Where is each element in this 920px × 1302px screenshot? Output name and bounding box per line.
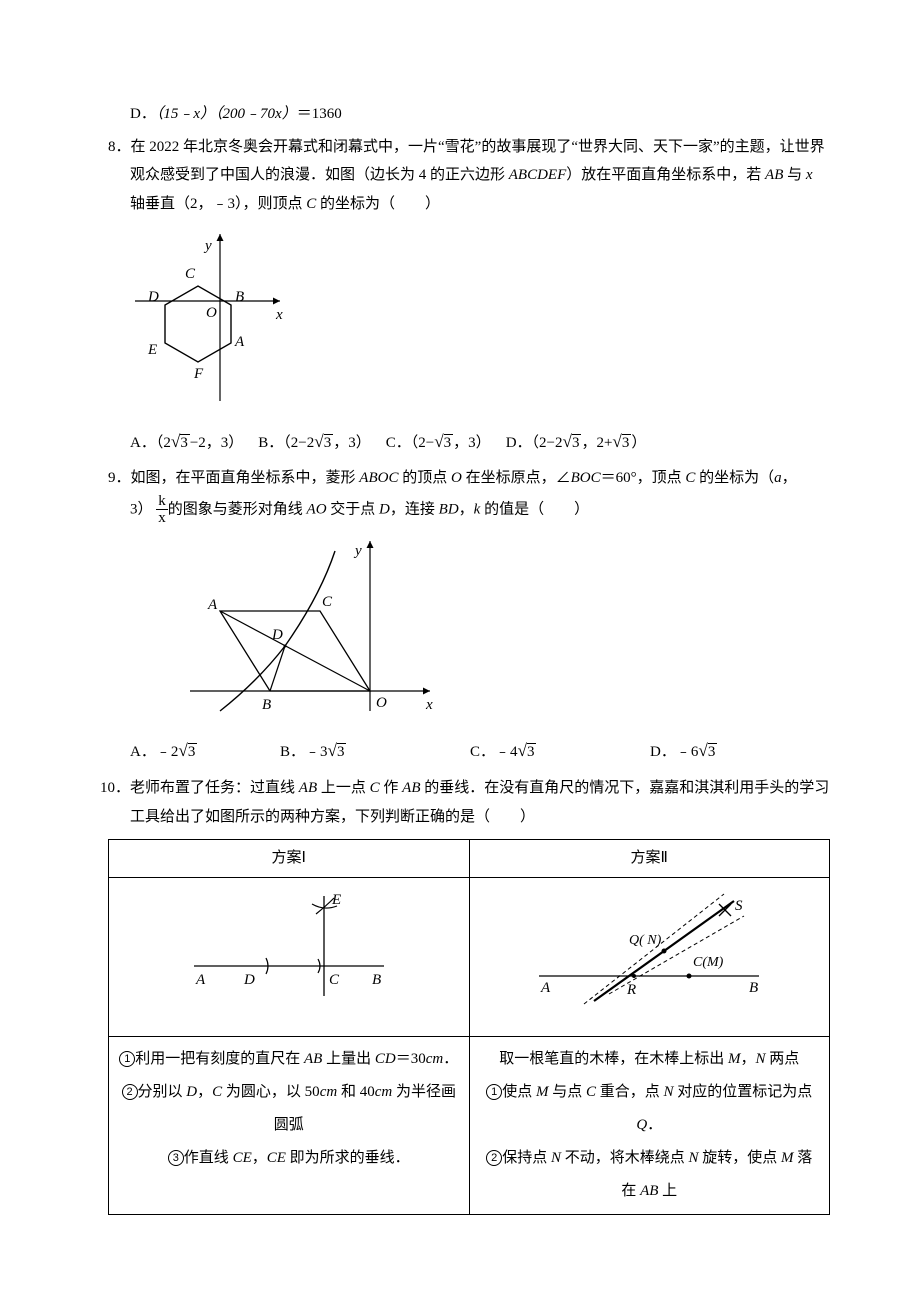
q9-figure: y x O A C B D bbox=[180, 531, 830, 732]
svg-text:S: S bbox=[735, 898, 743, 914]
svg-text:B: B bbox=[372, 972, 381, 988]
q8-stem: 8．在 2022 年北京冬奥会开幕式和闭幕式中，一片“雪花”的故事展现了“世界大… bbox=[90, 133, 830, 219]
svg-text:E: E bbox=[331, 892, 341, 908]
svg-text:x: x bbox=[425, 697, 433, 713]
svg-text:E: E bbox=[147, 342, 157, 358]
q10-table: 方案Ⅰ 方案Ⅱ A D C B E bbox=[108, 839, 830, 1215]
scheme1-steps: 1利用一把有刻度的直尺在 AB 上量出 CD＝30cm． 2分别以 D，C 为圆… bbox=[109, 1037, 470, 1215]
scheme2-steps: 取一根笔直的木棒，在木棒上标出 M，N 两点 1使点 M 与点 C 重合，点 N… bbox=[469, 1037, 830, 1215]
svg-text:C: C bbox=[322, 594, 333, 610]
svg-text:O: O bbox=[376, 695, 387, 711]
svg-text:C(M): C(M) bbox=[693, 955, 724, 970]
svg-text:B: B bbox=[749, 980, 758, 996]
label-y: y bbox=[203, 238, 212, 254]
svg-text:C: C bbox=[185, 266, 196, 282]
svg-text:A: A bbox=[234, 334, 245, 350]
scheme1-figure: A D C B E bbox=[109, 877, 470, 1037]
scheme2-title: 方案Ⅱ bbox=[469, 840, 830, 878]
svg-text:y: y bbox=[353, 543, 362, 559]
label-x: x bbox=[275, 307, 283, 323]
scheme1-title: 方案Ⅰ bbox=[109, 840, 470, 878]
svg-text:D: D bbox=[243, 972, 255, 988]
svg-text:B: B bbox=[262, 697, 271, 713]
q9-choices: A．﹣23 B．﹣33 C．﹣43 D．﹣63 bbox=[90, 735, 830, 768]
svg-text:R: R bbox=[626, 982, 636, 998]
q8-figure: y x O A B C D E F bbox=[130, 226, 830, 422]
svg-text:A: A bbox=[207, 597, 218, 613]
svg-text:F: F bbox=[193, 366, 204, 382]
svg-text:A: A bbox=[195, 972, 206, 988]
svg-text:A: A bbox=[540, 980, 551, 996]
svg-text:C: C bbox=[329, 972, 340, 988]
scheme2-figure: A B C(M) Q( N) R S bbox=[469, 877, 830, 1037]
svg-text:D: D bbox=[271, 627, 283, 643]
q9-stem: 9．如图，在平面直角坐标系中，菱形 ABOC 的顶点 O 在坐标原点，∠BOC＝… bbox=[90, 464, 830, 493]
q10-stem: 10．老师布置了任务：过直线 AB 上一点 C 作 AB 的垂线．在没有直角尺的… bbox=[90, 774, 830, 831]
q8-choices: A．（23−2，3） B．（2−23，3） C．（2−3，3） D．（2−23，… bbox=[90, 426, 830, 459]
svg-text:Q( N): Q( N) bbox=[629, 933, 662, 948]
svg-text:D: D bbox=[147, 289, 159, 305]
q7-choice-d: D．（15﹣x）（200﹣70x）＝1360 bbox=[90, 100, 830, 129]
svg-text:B: B bbox=[235, 289, 244, 305]
label-O: O bbox=[206, 305, 217, 321]
